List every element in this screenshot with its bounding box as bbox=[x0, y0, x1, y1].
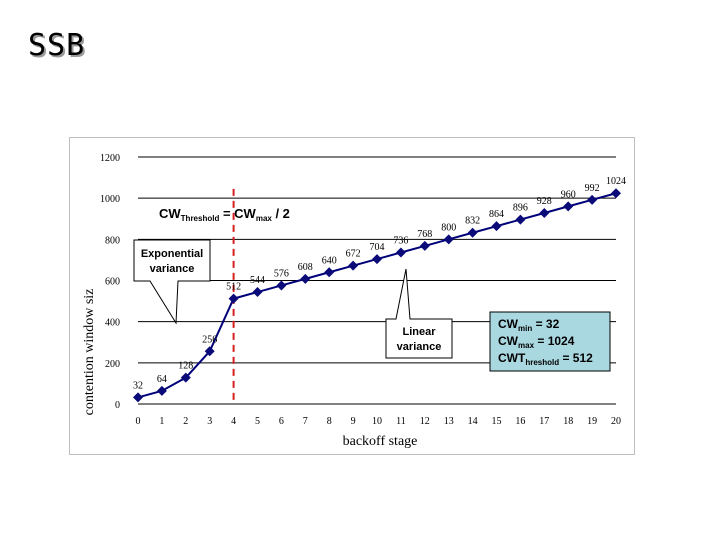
parameter-info-box: CWmin = 32 CWmax = 1024 CWThreshold = 51… bbox=[489, 311, 611, 372]
series-layer bbox=[133, 188, 621, 403]
data-point-marker bbox=[563, 201, 574, 212]
y-tick-label: 600 bbox=[105, 277, 120, 288]
data-point-marker bbox=[611, 188, 621, 199]
threshold-formula: CWThreshold = CWmax / 2 bbox=[159, 206, 290, 223]
data-label: 928 bbox=[537, 196, 552, 207]
data-point-marker bbox=[228, 293, 239, 304]
data-point-marker bbox=[133, 392, 143, 403]
data-point-marker bbox=[348, 260, 359, 271]
slide-title: SSB bbox=[28, 28, 86, 63]
grid-layer bbox=[138, 156, 616, 405]
data-point-marker bbox=[515, 214, 526, 225]
data-point-marker bbox=[467, 227, 478, 238]
data-label: 768 bbox=[417, 229, 432, 240]
exponential-label-line2: variance bbox=[150, 263, 195, 275]
data-label: 992 bbox=[585, 183, 600, 194]
data-point-marker bbox=[180, 372, 191, 383]
y-tick-label: 0 bbox=[115, 400, 120, 411]
x-tick-label: 8 bbox=[327, 416, 332, 427]
cw-threshold-line: CWThreshold = 512 bbox=[498, 351, 593, 367]
data-label: 1024 bbox=[606, 176, 626, 187]
chart-frame: 0 200 400 600 800 1000 1200 0 1 2 3 4 5 6 7 8 9 10 11 12 13 1… bbox=[69, 137, 635, 455]
data-label: 640 bbox=[322, 255, 337, 266]
data-label: 896 bbox=[513, 203, 528, 214]
y-tick-label: 1000 bbox=[100, 194, 120, 205]
data-point-marker bbox=[419, 240, 430, 251]
x-tick-label: 9 bbox=[351, 416, 356, 427]
data-point-marker bbox=[252, 287, 263, 298]
x-tick-label: 12 bbox=[420, 416, 430, 427]
data-label: 704 bbox=[370, 242, 385, 253]
data-label: 960 bbox=[561, 189, 576, 200]
data-label: 832 bbox=[465, 216, 480, 227]
x-tick-label: 6 bbox=[279, 416, 284, 427]
data-label: 256 bbox=[202, 334, 217, 345]
exponential-label-line1: Exponential bbox=[141, 248, 203, 260]
data-point-marker bbox=[372, 254, 382, 265]
x-tick-label: 7 bbox=[303, 416, 308, 427]
data-point-marker bbox=[204, 346, 215, 357]
data-label: 864 bbox=[489, 209, 504, 220]
data-point-marker bbox=[443, 234, 454, 245]
data-label: 608 bbox=[298, 262, 313, 273]
x-tick-label: 20 bbox=[611, 416, 621, 427]
data-point-marker bbox=[276, 280, 287, 291]
x-tick-label: 14 bbox=[468, 416, 478, 427]
linear-label-line1: Linear bbox=[402, 326, 436, 338]
x-tick-label: 5 bbox=[255, 416, 260, 427]
data-point-marker bbox=[491, 221, 502, 232]
data-label: 672 bbox=[346, 249, 361, 260]
data-label: 32 bbox=[133, 380, 143, 391]
data-label: 128 bbox=[178, 361, 193, 372]
data-point-marker bbox=[156, 385, 167, 396]
data-label-layer: 32 64 128 256 512 544 576 608 640 672 704 736 768 800… bbox=[133, 176, 626, 391]
linear-label-line2: variance bbox=[397, 341, 442, 353]
x-tick-label: 17 bbox=[539, 416, 549, 427]
data-point-marker bbox=[539, 207, 550, 218]
x-tick-label: 0 bbox=[136, 416, 141, 427]
y-tick-label: 400 bbox=[105, 318, 120, 329]
data-point-marker bbox=[324, 267, 335, 278]
data-label: 544 bbox=[250, 275, 265, 286]
y-axis-label: contention window siz bbox=[82, 289, 97, 416]
x-tick-label: 13 bbox=[444, 416, 454, 427]
y-tick-label: 200 bbox=[105, 359, 120, 370]
cw-max-line: CWmax = 1024 bbox=[498, 334, 575, 350]
x-tick-label: 10 bbox=[372, 416, 382, 427]
x-tick-label: 11 bbox=[396, 416, 406, 427]
linear-variance-callout: Linear variance bbox=[385, 268, 453, 359]
exponential-variance-callout: Exponential variance bbox=[133, 239, 211, 325]
x-tick-label: 18 bbox=[563, 416, 573, 427]
data-point-marker bbox=[587, 194, 598, 205]
x-tick-label: 19 bbox=[587, 416, 597, 427]
x-tick-label: 3 bbox=[207, 416, 212, 427]
data-label: 800 bbox=[441, 222, 456, 233]
data-label: 736 bbox=[393, 236, 408, 247]
x-tick-label: 15 bbox=[492, 416, 502, 427]
x-tick-label: 4 bbox=[231, 416, 236, 427]
x-tick-label: 16 bbox=[515, 416, 525, 427]
data-label: 576 bbox=[274, 268, 289, 279]
x-tick-label: 2 bbox=[183, 416, 188, 427]
x-tick-label: 1 bbox=[159, 416, 164, 427]
data-label: 512 bbox=[226, 282, 241, 293]
data-point-marker bbox=[395, 247, 406, 258]
cw-min-line: CWmin = 32 bbox=[498, 317, 560, 333]
x-axis-label: backoff stage bbox=[343, 434, 418, 449]
data-point-marker bbox=[300, 273, 311, 284]
y-tick-label: 800 bbox=[105, 235, 120, 246]
y-tick-label: 1200 bbox=[100, 153, 120, 164]
data-label: 64 bbox=[157, 374, 167, 385]
